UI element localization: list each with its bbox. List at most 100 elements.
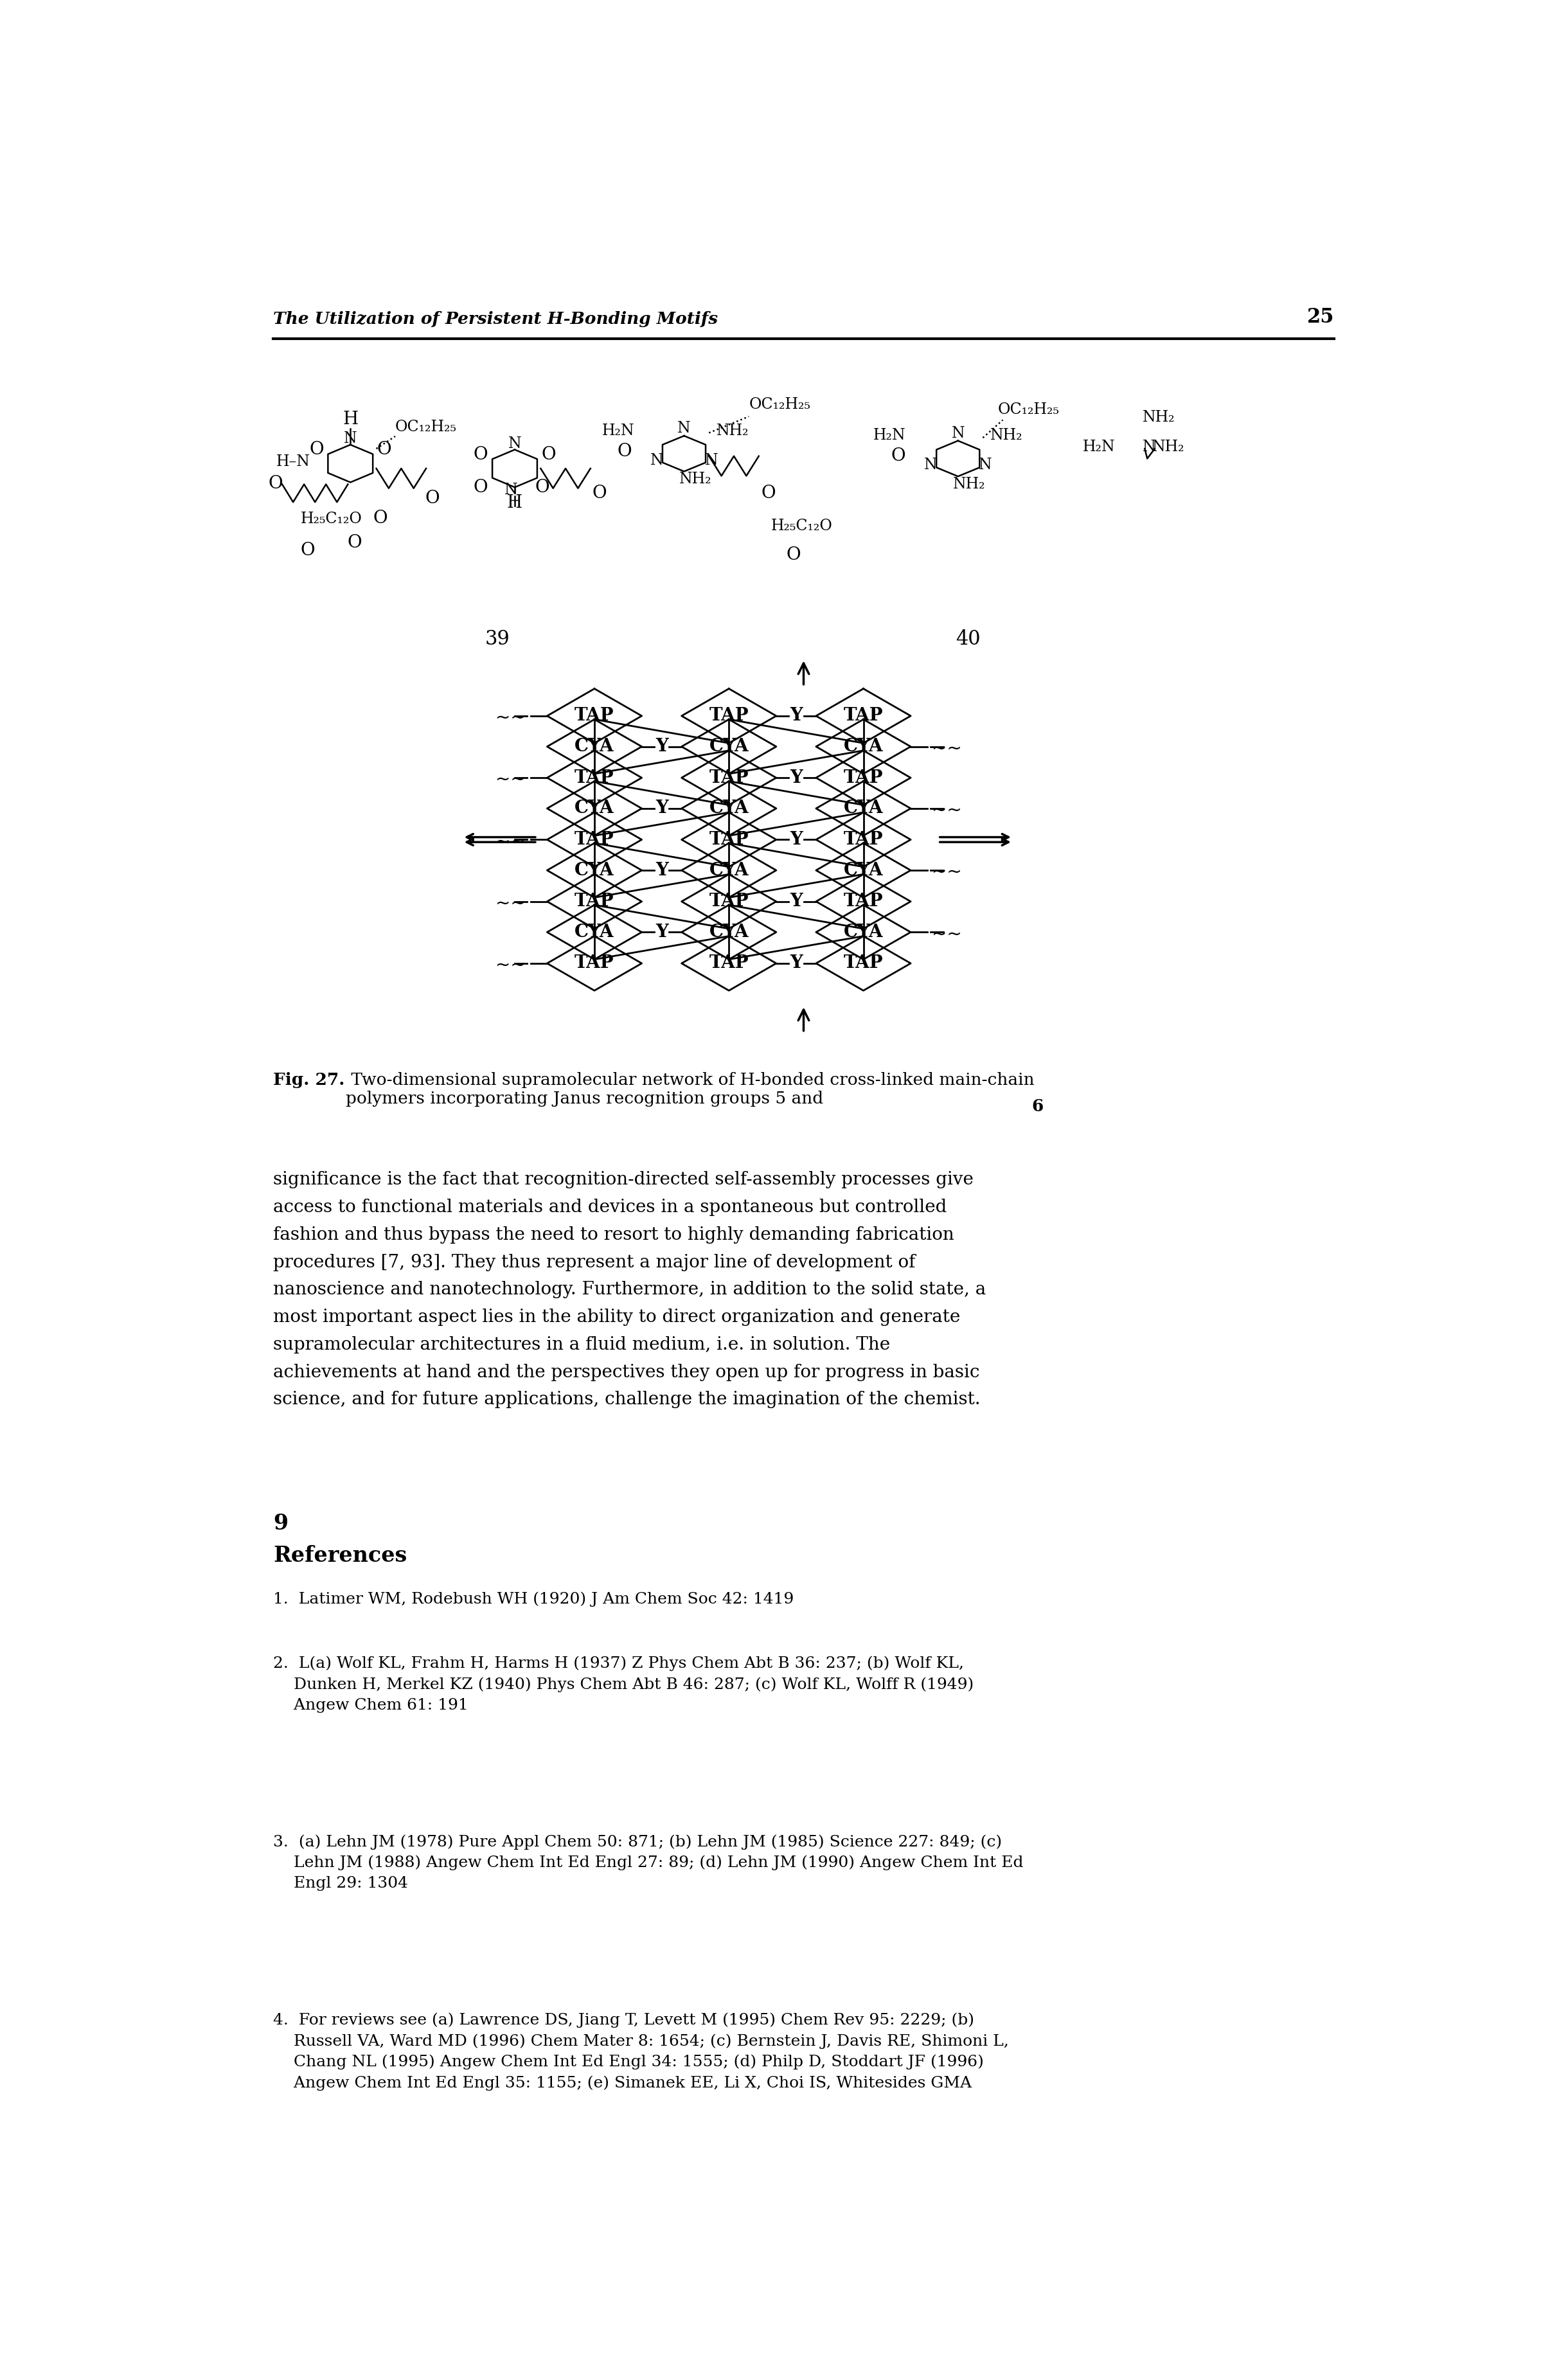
Text: O: O	[535, 478, 549, 497]
Text: O: O	[301, 542, 315, 559]
Text: OC₁₂H₂₅: OC₁₂H₂₅	[997, 402, 1060, 416]
Text: N: N	[508, 435, 522, 452]
Text: Y: Y	[790, 954, 803, 973]
Text: O: O	[474, 478, 488, 497]
Text: CYA: CYA	[574, 923, 615, 942]
Text: N: N	[505, 483, 517, 497]
Text: O: O	[593, 485, 607, 502]
Text: Y: Y	[655, 737, 668, 756]
Text: TAP: TAP	[574, 768, 615, 787]
Text: CYA: CYA	[844, 737, 883, 756]
Text: TAP: TAP	[709, 706, 748, 725]
Text: O: O	[891, 447, 905, 466]
Text: 4.  For reviews see (a) Lawrence DS, Jiang T, Levett M (1995) Chem Rev 95: 2229;: 4. For reviews see (a) Lawrence DS, Jian…	[273, 2012, 1008, 2090]
Text: H₂N: H₂N	[873, 428, 906, 442]
Text: N: N	[924, 459, 938, 473]
Text: O: O	[376, 440, 392, 459]
Text: H₂₅C₁₂O: H₂₅C₁₂O	[771, 518, 833, 533]
Text: Y: Y	[790, 830, 803, 849]
Text: NH₂: NH₂	[1142, 409, 1174, 426]
Text: Fig. 27.: Fig. 27.	[273, 1072, 345, 1089]
Text: TAP: TAP	[574, 706, 615, 725]
Text: OC₁₂H₂₅: OC₁₂H₂₅	[750, 397, 811, 411]
Text: Y: Y	[655, 799, 668, 818]
Text: O: O	[373, 509, 387, 528]
Text: Y: Y	[790, 892, 803, 911]
Text: H₂N: H₂N	[602, 423, 635, 438]
Text: CYA: CYA	[574, 737, 615, 756]
Text: ~~: ~~	[931, 863, 963, 882]
Text: 6: 6	[1032, 1099, 1043, 1115]
Text: TAP: TAP	[844, 706, 883, 725]
Text: CYA: CYA	[709, 737, 748, 756]
Text: ~~: ~~	[495, 894, 525, 913]
Text: TAP: TAP	[574, 954, 615, 973]
Text: ~~: ~~	[931, 925, 963, 944]
Text: O: O	[309, 440, 325, 459]
Text: O: O	[541, 447, 557, 464]
Text: NH₂: NH₂	[717, 423, 750, 438]
Text: CYA: CYA	[574, 861, 615, 880]
Text: O: O	[618, 442, 632, 459]
Text: TAP: TAP	[709, 830, 748, 849]
Text: ~~: ~~	[495, 832, 525, 851]
Text: ~~: ~~	[495, 956, 525, 975]
Text: CYA: CYA	[574, 799, 615, 818]
Text: TAP: TAP	[709, 892, 748, 911]
Text: TAP: TAP	[574, 892, 615, 911]
Text: Y: Y	[790, 768, 803, 787]
Text: 2.  L(a) Wolf KL, Frahm H, Harms H (1937) Z Phys Chem Abt B 36: 237; (b) Wolf KL: 2. L(a) Wolf KL, Frahm H, Harms H (1937)…	[273, 1655, 974, 1712]
Text: TAP: TAP	[844, 892, 883, 911]
Text: 1.  Latimer WM, Rodebush WH (1920) J Am Chem Soc 42: 1419: 1. Latimer WM, Rodebush WH (1920) J Am C…	[273, 1591, 793, 1608]
Text: N: N	[706, 452, 718, 468]
Text: 9: 9	[273, 1512, 289, 1534]
Text: CYA: CYA	[709, 799, 748, 818]
Text: H₂N: H₂N	[1082, 440, 1115, 454]
Text: Y: Y	[790, 706, 803, 725]
Text: significance is the fact that recognition-directed self-assembly processes give
: significance is the fact that recognitio…	[273, 1172, 986, 1408]
Text: H₂₅C₁₂O: H₂₅C₁₂O	[301, 511, 362, 526]
Text: O: O	[474, 447, 488, 464]
Text: N: N	[343, 430, 358, 447]
Text: 3.  (a) Lehn JM (1978) Pure Appl Chem 50: 871; (b) Lehn JM (1985) Science 227: 8: 3. (a) Lehn JM (1978) Pure Appl Chem 50:…	[273, 1833, 1024, 1891]
Text: CYA: CYA	[844, 799, 883, 818]
Text: H–N: H–N	[276, 454, 310, 468]
Text: 40: 40	[955, 630, 980, 649]
Text: ~~: ~~	[495, 770, 525, 789]
Text: TAP: TAP	[844, 830, 883, 849]
Text: CYA: CYA	[709, 923, 748, 942]
Text: References: References	[273, 1546, 408, 1567]
Text: O: O	[762, 485, 776, 502]
Text: NH₂: NH₂	[991, 428, 1022, 442]
Text: H: H	[343, 411, 358, 428]
Text: O: O	[268, 476, 282, 492]
Text: TAP: TAP	[844, 954, 883, 973]
Text: 25: 25	[1306, 307, 1334, 328]
Text: TAP: TAP	[709, 768, 748, 787]
Text: NH₂: NH₂	[1152, 440, 1185, 454]
Text: CYA: CYA	[709, 861, 748, 880]
Text: OC₁₂H₂₅: OC₁₂H₂₅	[395, 421, 456, 435]
Text: CYA: CYA	[844, 923, 883, 942]
Text: N: N	[677, 421, 690, 435]
Text: NH₂: NH₂	[679, 471, 712, 487]
Text: Two-dimensional supramolecular network of H-bonded cross-linked main-chain
polym: Two-dimensional supramolecular network o…	[345, 1072, 1033, 1106]
Text: O: O	[347, 535, 362, 552]
Text: N: N	[1142, 440, 1156, 454]
Text: CYA: CYA	[844, 861, 883, 880]
Text: TAP: TAP	[709, 954, 748, 973]
Text: O: O	[425, 490, 441, 507]
Text: O: O	[787, 547, 801, 564]
Text: Y: Y	[655, 861, 668, 880]
Text: 39: 39	[485, 630, 510, 649]
Text: TAP: TAP	[574, 830, 615, 849]
Text: N: N	[952, 426, 964, 440]
Text: The Utilization of Persistent H-Bonding Motifs: The Utilization of Persistent H-Bonding …	[273, 312, 718, 328]
Text: H: H	[506, 495, 522, 511]
Text: NH₂: NH₂	[953, 476, 986, 492]
Text: Y: Y	[655, 923, 668, 942]
Text: N: N	[978, 459, 993, 473]
Text: ~~: ~~	[931, 740, 963, 759]
Text: ~~: ~~	[495, 709, 525, 728]
Text: N: N	[651, 452, 663, 468]
